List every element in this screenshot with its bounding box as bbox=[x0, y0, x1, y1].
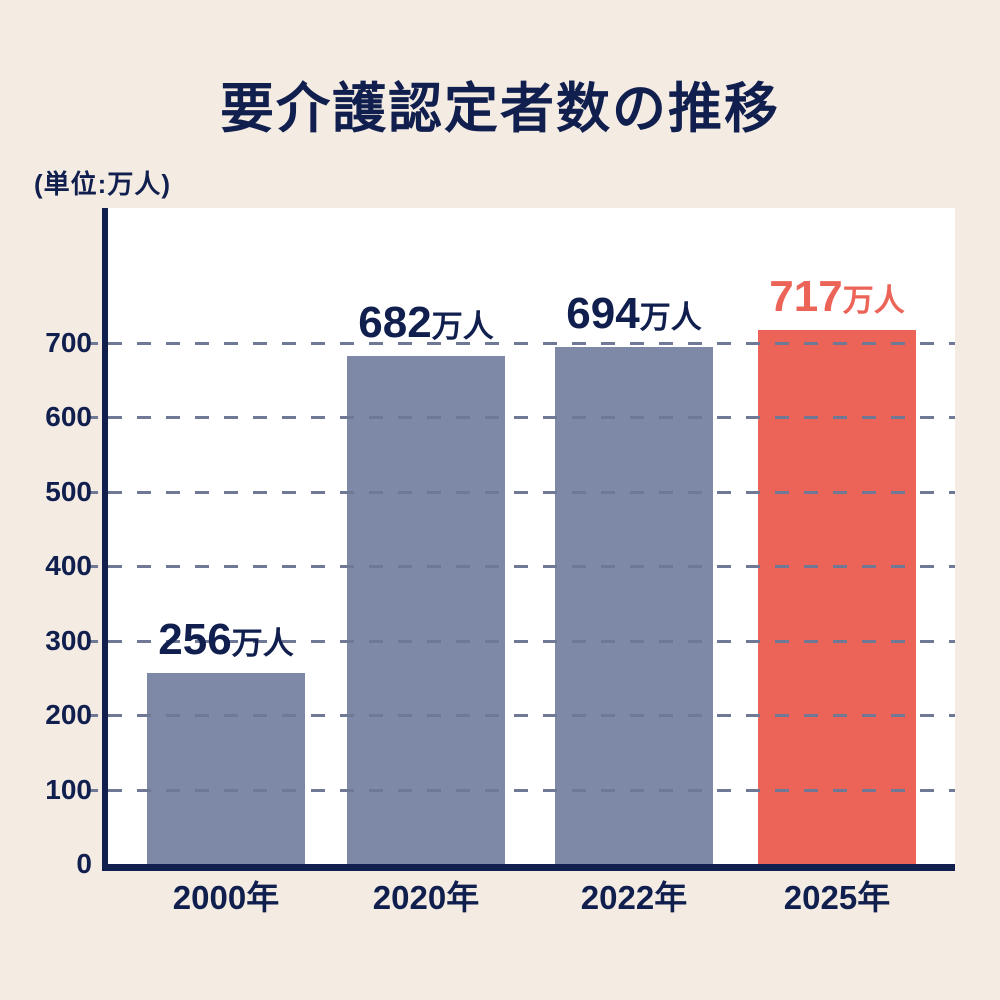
gridline-100 bbox=[108, 788, 955, 792]
y-tick-100 bbox=[88, 788, 98, 792]
value-number: 682 bbox=[358, 298, 432, 347]
y-axis-label-400: 400 bbox=[45, 550, 92, 581]
x-axis-label-2000年: 2000年 bbox=[172, 879, 280, 916]
y-tick-600 bbox=[88, 416, 98, 419]
gridline-400 bbox=[108, 565, 955, 568]
y-axis-label-500: 500 bbox=[45, 475, 92, 507]
value-unit-suffix: 万人 bbox=[431, 309, 494, 344]
x-axis-label-2020年: 2020年 bbox=[372, 879, 480, 916]
gridline-200 bbox=[108, 714, 955, 717]
gridline-500 bbox=[108, 490, 955, 494]
y-axis-label-700: 700 bbox=[45, 326, 92, 358]
x-axis-label-2022年: 2022年 bbox=[580, 879, 688, 916]
x-axis-label-2025年: 2025年 bbox=[783, 879, 891, 916]
value-label-2000年: 256万人 bbox=[66, 616, 386, 674]
bar-2025年 bbox=[758, 330, 916, 864]
gridline-700 bbox=[108, 341, 955, 345]
chart-title: 要介護認定者数の推移 bbox=[220, 79, 780, 139]
bar-2020年 bbox=[347, 356, 505, 864]
unit-label: (単位:万人) bbox=[34, 169, 171, 199]
x-axis-line bbox=[102, 864, 955, 871]
y-axis-label-600: 600 bbox=[45, 401, 92, 432]
y-axis-line bbox=[102, 208, 108, 871]
value-unit-suffix: 万人 bbox=[639, 300, 702, 335]
y-axis-label-0: 0 bbox=[76, 848, 92, 879]
value-label-2022年: 694万人 bbox=[474, 290, 794, 348]
value-unit-suffix: 万人 bbox=[842, 283, 905, 318]
bar-2022年 bbox=[555, 347, 713, 864]
y-tick-400 bbox=[88, 565, 98, 568]
y-axis-label-300: 300 bbox=[45, 624, 92, 656]
y-tick-700 bbox=[88, 341, 98, 345]
bar-2000年 bbox=[147, 673, 305, 864]
gridline-600 bbox=[108, 416, 955, 419]
value-label-2020年: 682万人 bbox=[266, 299, 586, 357]
y-tick-300 bbox=[88, 639, 98, 643]
value-number: 694 bbox=[566, 289, 640, 338]
y-axis-label-200: 200 bbox=[45, 699, 92, 730]
value-label-2025年: 717万人 bbox=[677, 273, 997, 331]
value-number: 717 bbox=[769, 272, 843, 321]
gridline-300 bbox=[108, 639, 955, 643]
value-number: 256 bbox=[158, 615, 232, 664]
y-axis-label-100: 100 bbox=[45, 773, 92, 805]
value-unit-suffix: 万人 bbox=[231, 626, 294, 661]
y-tick-500 bbox=[88, 490, 98, 494]
y-tick-200 bbox=[88, 714, 98, 717]
